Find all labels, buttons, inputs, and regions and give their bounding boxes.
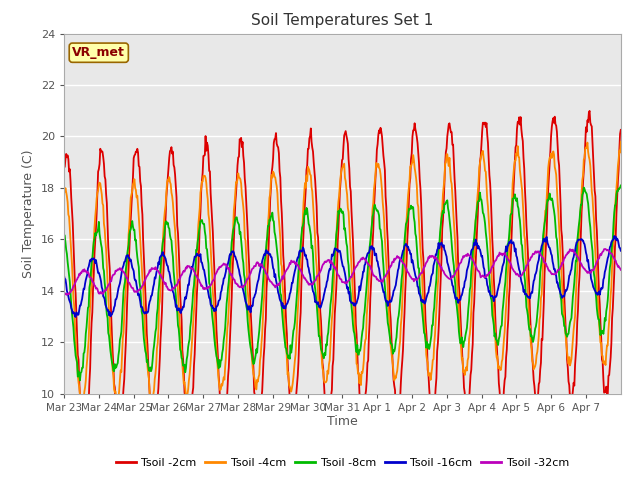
Tsoil -4cm	[126, 207, 134, 213]
Tsoil -8cm	[126, 228, 134, 234]
Tsoil -4cm	[228, 232, 236, 238]
Tsoil -16cm	[432, 252, 440, 257]
Tsoil -32cm	[228, 275, 236, 280]
Tsoil -2cm	[126, 229, 134, 235]
Tsoil -16cm	[277, 299, 285, 305]
Tsoil -2cm	[60, 164, 68, 170]
Line: Tsoil -8cm: Tsoil -8cm	[64, 185, 621, 380]
Line: Tsoil -32cm: Tsoil -32cm	[64, 249, 621, 295]
Line: Tsoil -4cm: Tsoil -4cm	[64, 142, 621, 404]
Tsoil -4cm	[256, 358, 264, 363]
Tsoil -8cm	[401, 239, 408, 244]
Tsoil -8cm	[432, 284, 440, 289]
Tsoil -16cm	[60, 273, 68, 278]
Tsoil -2cm	[228, 270, 236, 276]
Tsoil -4cm	[617, 139, 625, 144]
Y-axis label: Soil Temperature (C): Soil Temperature (C)	[22, 149, 35, 278]
Tsoil -2cm	[277, 198, 285, 204]
Tsoil -32cm	[401, 262, 408, 267]
Legend: Tsoil -2cm, Tsoil -4cm, Tsoil -8cm, Tsoil -16cm, Tsoil -32cm: Tsoil -2cm, Tsoil -4cm, Tsoil -8cm, Tsoi…	[111, 453, 573, 472]
Tsoil -32cm	[432, 256, 440, 262]
Tsoil -8cm	[76, 377, 84, 383]
Tsoil -8cm	[617, 182, 625, 188]
Tsoil -2cm	[256, 412, 264, 418]
Tsoil -32cm	[277, 277, 285, 283]
Tsoil -16cm	[72, 314, 79, 320]
Tsoil -32cm	[617, 267, 625, 273]
Tsoil -16cm	[256, 268, 264, 274]
Tsoil -2cm	[432, 384, 440, 390]
Tsoil -32cm	[126, 282, 134, 288]
Tsoil -32cm	[256, 262, 264, 267]
Tsoil -16cm	[401, 243, 408, 249]
Tsoil -16cm	[611, 233, 618, 239]
Text: VR_met: VR_met	[72, 46, 125, 59]
Tsoil -8cm	[256, 318, 264, 324]
Tsoil -8cm	[277, 292, 285, 298]
Tsoil -32cm	[63, 292, 71, 298]
Tsoil -16cm	[617, 248, 625, 253]
Line: Tsoil -2cm: Tsoil -2cm	[64, 111, 621, 444]
Tsoil -2cm	[401, 311, 408, 316]
Tsoil -32cm	[60, 290, 68, 296]
Tsoil -2cm	[617, 127, 625, 133]
X-axis label: Time: Time	[327, 415, 358, 429]
Title: Soil Temperatures Set 1: Soil Temperatures Set 1	[252, 13, 433, 28]
Tsoil -16cm	[228, 249, 236, 255]
Tsoil -16cm	[126, 258, 134, 264]
Tsoil -2cm	[80, 441, 88, 446]
Tsoil -2cm	[586, 108, 593, 114]
Tsoil -8cm	[228, 235, 236, 240]
Tsoil -8cm	[60, 232, 68, 238]
Tsoil -4cm	[60, 189, 68, 194]
Tsoil -4cm	[401, 261, 408, 267]
Tsoil -4cm	[277, 261, 285, 267]
Tsoil -4cm	[432, 318, 440, 324]
Tsoil -4cm	[78, 401, 86, 407]
Line: Tsoil -16cm: Tsoil -16cm	[64, 236, 621, 317]
Tsoil -32cm	[602, 246, 609, 252]
